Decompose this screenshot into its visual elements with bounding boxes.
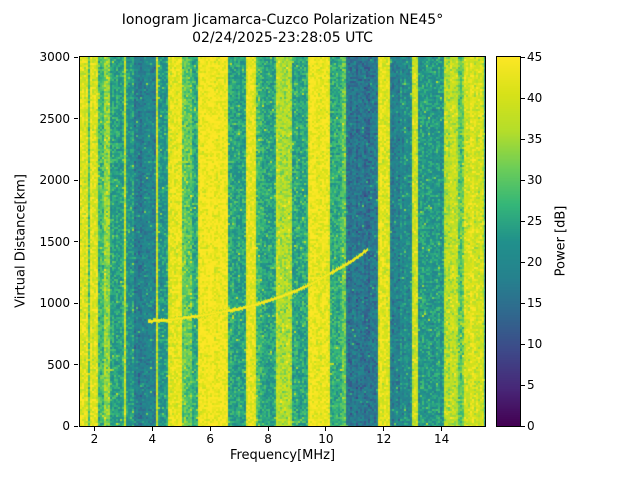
x-tick-label: 12 [376,432,392,446]
colorbar-tick-mark [521,302,525,304]
y-tick-label: 2000 [39,173,70,187]
y-tick-label: 2500 [39,111,70,126]
colorbar-tick-label: 20 [527,255,543,269]
x-tick-mark [209,427,211,431]
x-tick-label: 10 [318,432,334,446]
y-tick-mark [74,302,78,304]
colorbar-tick-mark [521,97,525,99]
x-tick-label: 14 [433,432,450,446]
x-tick-mark [93,427,95,431]
x-tick-mark [151,427,153,431]
chart-subtitle: 02/24/2025-23:28:05 UTC [192,30,373,46]
colorbar-tick-mark [521,56,525,58]
x-tick-label: 8 [264,432,272,446]
x-tick-label: 6 [206,432,214,446]
y-tick-mark [74,56,78,58]
x-tick-mark [325,427,327,431]
colorbar-tick-label: 0 [527,419,535,433]
colorbar-tick-mark [521,138,525,140]
y-tick-mark [74,364,78,365]
colorbar-tick-label: 30 [527,173,543,187]
colorbar-tick-mark [521,220,525,222]
colorbar-tick-label: 5 [527,378,535,392]
y-tick-label: 500 [47,357,70,372]
colorbar-tick-mark [521,343,525,345]
colorbar-tick-label: 15 [527,296,543,310]
colorbar-tick-label: 25 [527,214,543,228]
colorbar-tick-label: 40 [527,91,543,105]
y-tick-label: 1000 [39,296,70,310]
x-tick-label: 4 [148,432,157,446]
y-tick-label: 0 [62,419,70,433]
y-tick-mark [74,118,78,119]
colorbar-tick-mark [521,261,525,263]
plot-area [79,56,486,427]
y-tick-mark [74,241,78,242]
x-tick-mark [383,427,385,431]
colorbar-tick-label: 10 [527,337,543,351]
chart-title: Ionogram Jicamarca-Cuzco Polarization NE… [121,12,444,28]
x-tick-mark [441,427,443,431]
colorbar-canvas [497,57,520,426]
x-axis-label: Frequency[MHz] [229,448,336,463]
y-tick-label: 3000 [39,50,70,64]
y-tick-label: 1500 [39,234,70,249]
colorbar-tick-label: 35 [527,132,543,146]
x-tick-label: 2 [90,432,99,446]
colorbar-tick-mark [521,179,525,181]
y-tick-mark [74,425,78,427]
colorbar-tick-mark [521,384,525,386]
x-tick-mark [267,427,269,431]
colorbar-tick-label: 45 [527,50,543,64]
colorbar-tick-mark [521,425,525,427]
ionogram-canvas [80,57,485,426]
colorbar [496,56,521,427]
y-tick-mark [74,179,78,181]
